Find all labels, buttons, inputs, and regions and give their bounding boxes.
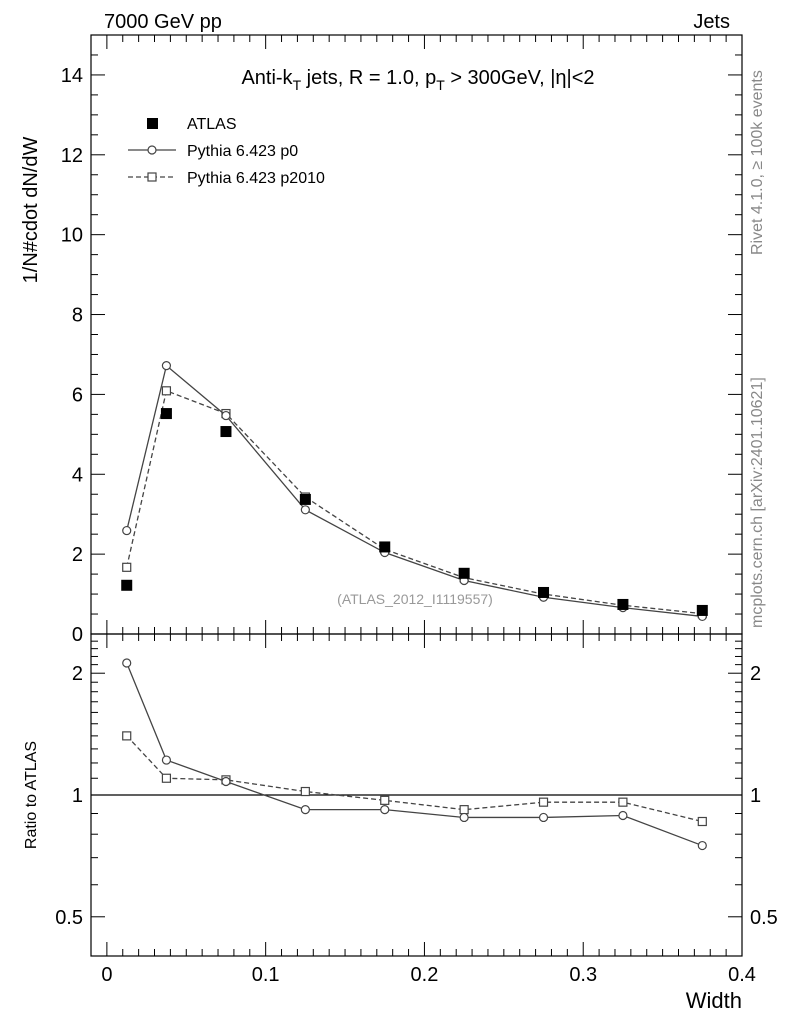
legend-atlas-marker bbox=[147, 118, 158, 129]
header-right-label: Jets bbox=[693, 11, 730, 33]
p2010-point bbox=[161, 386, 172, 396]
main-y-tick-label: 14 bbox=[61, 65, 83, 87]
atlas-data-point bbox=[299, 493, 311, 505]
main-y-tick-label: 4 bbox=[72, 464, 83, 486]
main-y-tick-label: 2 bbox=[72, 544, 83, 566]
legend-atlas-label: ATLAS bbox=[187, 116, 237, 133]
p0-point bbox=[459, 812, 469, 823]
atlas-data-point bbox=[696, 604, 708, 616]
p2010-point bbox=[380, 795, 390, 805]
atlas-data-point bbox=[160, 408, 172, 420]
x-tick-label: 0.1 bbox=[252, 964, 280, 986]
p0-point bbox=[122, 658, 132, 668]
p2010-point bbox=[161, 773, 172, 783]
p0-point bbox=[618, 810, 628, 821]
x-axis-label: Width bbox=[686, 988, 742, 1013]
main-y-tick-label: 0 bbox=[72, 624, 83, 646]
p0-point bbox=[161, 361, 172, 371]
atlas-data-point bbox=[379, 541, 391, 553]
legend: ATLAS Pythia 6.423 p0 Pythia 6.423 p2010 bbox=[128, 116, 325, 187]
atlas-data-point bbox=[538, 586, 550, 598]
series-line-ratio-p2010 bbox=[126, 735, 703, 823]
p2010-point bbox=[697, 816, 707, 827]
rivet-label: Rivet 4.1.0, ≥ 100k events bbox=[749, 70, 766, 255]
p2010-point bbox=[618, 797, 628, 807]
series-line-main-p2010 bbox=[126, 389, 703, 615]
header-left-label: 7000 GeV pp bbox=[104, 11, 222, 33]
p0-point bbox=[538, 812, 549, 823]
p0-point bbox=[122, 525, 132, 536]
x-tick-label: 0.3 bbox=[569, 964, 597, 986]
ratio-series bbox=[122, 658, 707, 851]
ratio-y-tick-label-right: 1 bbox=[750, 785, 761, 807]
p2010-point bbox=[122, 731, 132, 741]
ratio-y-tick-label-right: 0.5 bbox=[750, 907, 778, 929]
legend-p2010-label: Pythia 6.423 p2010 bbox=[187, 170, 325, 187]
main-panel: 0 2 4 6 8 10 12 14 Anti-kT jets, R = 1.0, pT > … bbox=[20, 34, 743, 646]
p2010-point bbox=[122, 562, 132, 572]
main-y-tick-label: 6 bbox=[72, 384, 83, 406]
series-line-ratio-p0 bbox=[126, 662, 703, 847]
main-y-tick-label: 12 bbox=[61, 145, 83, 167]
legend-p2010-marker bbox=[147, 172, 157, 182]
main-y-axis-label: 1/N#cdot dN/dW bbox=[20, 137, 42, 284]
main-series bbox=[121, 361, 708, 622]
p0-point bbox=[161, 755, 172, 765]
p0-point bbox=[221, 776, 231, 787]
ratio-y-tick-label: 2 bbox=[72, 663, 83, 685]
atlas-data-point bbox=[220, 426, 232, 438]
x-tick-label: 0.4 bbox=[728, 964, 756, 986]
p2010-point bbox=[538, 797, 549, 807]
ratio-y-tick-label: 0.5 bbox=[55, 907, 83, 929]
main-y-tick-label: 10 bbox=[61, 225, 83, 247]
p2010-point bbox=[459, 805, 469, 815]
ratio-y-tick-label-right: 2 bbox=[750, 663, 761, 685]
main-x-ticks bbox=[106, 35, 743, 634]
ratio-x-ticks: 0 0.1 0.2 0.3 0.4 bbox=[101, 634, 756, 986]
atlas-data-point bbox=[617, 598, 629, 610]
main-y-ticks: 0 2 4 6 8 10 12 14 bbox=[61, 34, 742, 646]
ratio-y-axis-label: Ratio to ATLAS bbox=[23, 741, 40, 849]
p0-point bbox=[300, 505, 310, 515]
p2010-point bbox=[300, 786, 310, 797]
ratio-panel: 0.5 0.51 12 2 0 0.1 0.2 0.3 0.4 Ratio to ATLAS … bbox=[23, 633, 778, 1013]
p0-point bbox=[221, 410, 231, 421]
p0-point bbox=[697, 840, 707, 851]
atlas-data-point bbox=[121, 579, 133, 591]
p0-point bbox=[380, 805, 390, 815]
analysis-watermark: (ATLAS_2012_I1119557) bbox=[337, 591, 493, 607]
mcplots-label: mcplots.cern.ch [arXiv:2401.10621] bbox=[749, 377, 766, 628]
atlas-data-point bbox=[458, 567, 470, 579]
x-tick-label: 0 bbox=[101, 964, 112, 986]
legend-p0-marker bbox=[147, 145, 157, 155]
legend-p0-label: Pythia 6.423 p0 bbox=[187, 143, 298, 160]
ratio-y-tick-label: 1 bbox=[72, 785, 83, 807]
main-y-tick-label: 8 bbox=[72, 305, 83, 327]
p0-point bbox=[300, 805, 310, 815]
x-tick-label: 0.2 bbox=[411, 964, 439, 986]
series-line-main-p0 bbox=[126, 364, 703, 618]
chart-title: Anti-kT jets, R = 1.0, pT > 300GeV, |η|<… bbox=[241, 67, 594, 93]
